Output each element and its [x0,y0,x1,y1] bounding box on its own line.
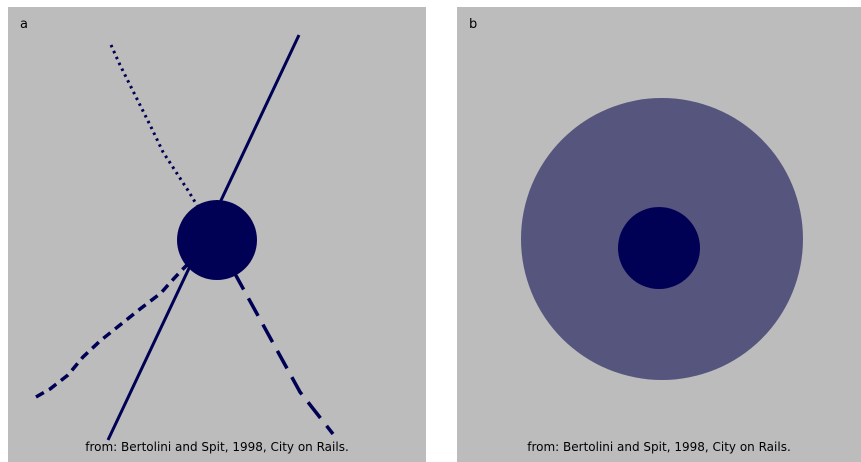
panel-label-a: a [20,17,28,32]
dotted-route-line [109,44,210,221]
station-node [618,207,700,289]
transport-node-diagram [35,34,335,441]
source-caption-a: from: Bertolini and Spit, 1998, City on … [85,440,349,454]
long-dashed-route-line [232,271,335,436]
catchment-diagram [521,98,803,380]
diagram-panel-a: a from: Bertolini and Spit, 1998, City o… [8,7,426,462]
panel-label-b: b [469,17,478,32]
source-caption-b: from: Bertolini and Spit, 1998, City on … [527,440,791,454]
diagram-panel-b: b from: Bertolini and Spit, 1998, City o… [457,7,861,462]
short-dashed-route-line [35,257,195,399]
station-node [177,200,257,280]
